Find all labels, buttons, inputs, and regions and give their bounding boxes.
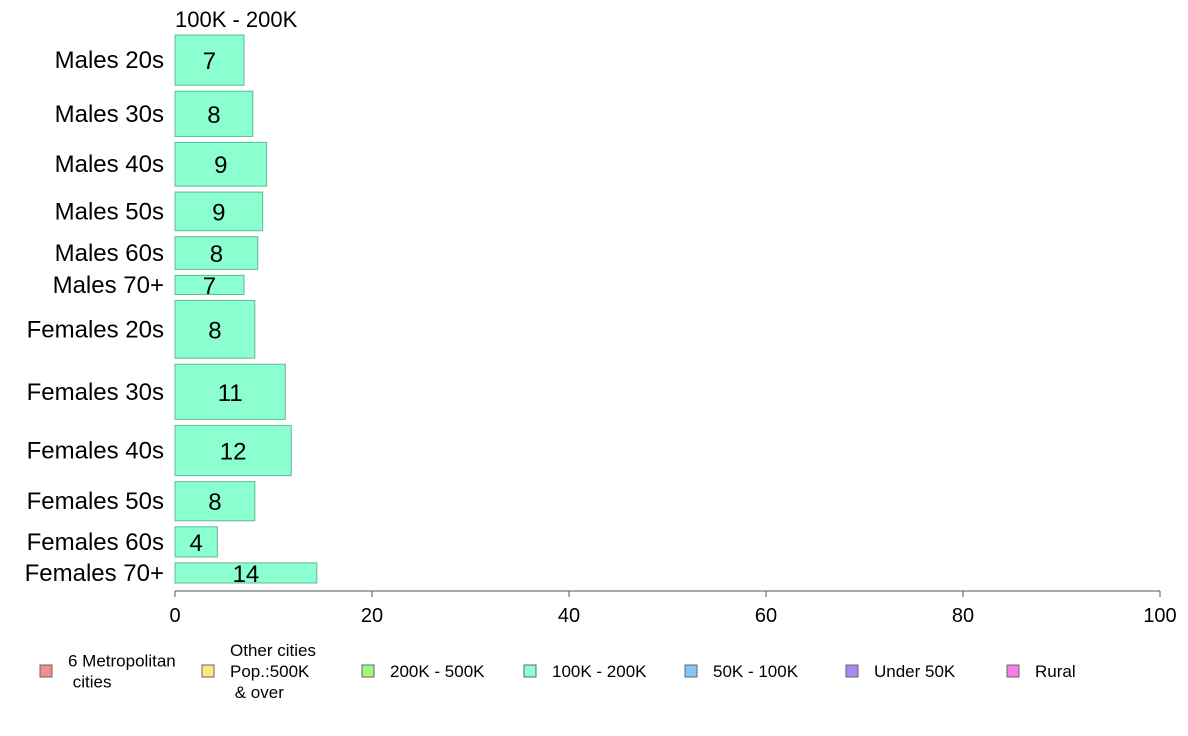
legend-label: Rural bbox=[1035, 662, 1076, 681]
bar bbox=[174, 526, 218, 558]
legend-label: & over bbox=[230, 683, 284, 702]
category-label: Females 50s bbox=[27, 488, 164, 515]
data-label: 4 bbox=[189, 530, 202, 557]
legend-label: 100K - 200K bbox=[552, 662, 647, 681]
legend-swatch bbox=[201, 664, 215, 678]
legend-label: 50K - 100K bbox=[713, 662, 799, 681]
legend-swatch bbox=[361, 664, 375, 678]
x-tick-label: 40 bbox=[558, 605, 580, 627]
legend-swatch bbox=[523, 664, 537, 678]
chart-title: 100K - 200K bbox=[175, 7, 298, 32]
data-label: 7 bbox=[203, 48, 216, 75]
data-label: 8 bbox=[208, 489, 221, 516]
bar bbox=[174, 363, 286, 420]
bars-group: Males 20s 7 Males 30s 8 Males 40s 9 Males 50s 9… bbox=[25, 34, 318, 588]
legend-label: Pop.:500K bbox=[230, 662, 310, 681]
data-label: 8 bbox=[210, 241, 223, 268]
bar bbox=[174, 141, 268, 187]
category-label: Males 60s bbox=[55, 240, 164, 267]
legend-label: cities bbox=[68, 673, 111, 692]
data-label: 12 bbox=[220, 439, 247, 466]
legend-label: 6 Metropolitan bbox=[68, 652, 176, 671]
bar bbox=[174, 191, 264, 232]
data-label: 9 bbox=[212, 199, 225, 226]
category-label: Males 30s bbox=[55, 101, 164, 128]
bar bbox=[174, 90, 254, 137]
bar bbox=[174, 236, 259, 270]
bar bbox=[174, 274, 245, 295]
category-label: Males 50s bbox=[55, 198, 164, 225]
category-label: Males 70+ bbox=[53, 272, 164, 299]
x-axis: 0 20 40 60 80 100 bbox=[169, 590, 1177, 627]
data-label: 7 bbox=[203, 273, 216, 300]
category-label: Females 30s bbox=[27, 379, 164, 406]
category-label: Males 20s bbox=[55, 47, 164, 74]
x-tick-label: 100 bbox=[1143, 605, 1176, 627]
bar bbox=[174, 481, 256, 522]
x-tick-label: 20 bbox=[361, 605, 383, 627]
category-label: Females 40s bbox=[27, 438, 164, 465]
legend-swatch bbox=[1006, 664, 1020, 678]
legend-swatch bbox=[684, 664, 698, 678]
legend-label: 200K - 500K bbox=[390, 662, 485, 681]
legend-swatch bbox=[39, 664, 53, 678]
bar bbox=[174, 424, 292, 477]
x-tick-label: 60 bbox=[755, 605, 777, 627]
category-label: Females 20s bbox=[27, 316, 164, 343]
data-label: 8 bbox=[208, 317, 221, 344]
category-label: Females 60s bbox=[27, 529, 164, 556]
x-tick-label: 80 bbox=[952, 605, 974, 627]
category-label: Females 70+ bbox=[25, 560, 164, 587]
legend-swatch bbox=[845, 664, 859, 678]
data-label: 11 bbox=[218, 380, 243, 407]
bar bbox=[174, 299, 256, 359]
data-label: 9 bbox=[214, 152, 227, 179]
bar bbox=[174, 562, 318, 584]
legend-label: Under 50K bbox=[874, 662, 956, 681]
category-label: Males 40s bbox=[55, 151, 164, 178]
bar bbox=[174, 34, 245, 86]
data-label: 8 bbox=[207, 102, 220, 129]
data-label: 14 bbox=[233, 561, 260, 588]
legend-label: Other cities bbox=[230, 641, 316, 660]
legend: 6 Metropolitan cities Other cities Pop.:50… bbox=[39, 641, 1076, 702]
x-tick-label: 0 bbox=[169, 605, 180, 627]
